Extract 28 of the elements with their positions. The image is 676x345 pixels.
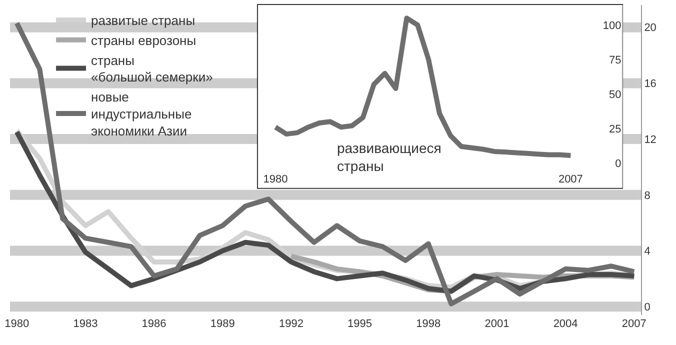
y-tick-label: 50 bbox=[609, 88, 622, 101]
y-tick-label: 4 bbox=[644, 246, 650, 258]
x-tick-label: 1989 bbox=[210, 318, 235, 330]
y-tick-label: 8 bbox=[644, 190, 650, 202]
y-tick-label: 75 bbox=[609, 54, 622, 66]
y-tick-label: 12 bbox=[644, 134, 656, 146]
y-tick-label: 0 bbox=[615, 158, 622, 170]
x-tick-label: 1995 bbox=[348, 318, 372, 330]
x-tick-label: 1980 bbox=[4, 318, 30, 330]
legend-label: страны еврозоны bbox=[91, 32, 196, 48]
legend-label: развитые страны bbox=[91, 13, 196, 28]
y-tick-label: 16 bbox=[644, 78, 656, 90]
y-tick-label: 100 bbox=[602, 20, 622, 32]
legend-label: новые индустриальные экономики Азии bbox=[91, 90, 192, 138]
series-label: развивающиеся страны bbox=[337, 140, 442, 174]
x-tick-label: 2007 bbox=[558, 174, 583, 186]
y-tick-label: 0 bbox=[644, 301, 650, 314]
x-tick-label: 1992 bbox=[278, 318, 304, 330]
x-tick-label: 1980 bbox=[263, 174, 288, 186]
y-tick-label: 25 bbox=[609, 123, 622, 136]
x-tick-label: 2001 bbox=[484, 318, 510, 330]
x-tick-label: 1998 bbox=[416, 318, 441, 330]
x-tick-label: 2004 bbox=[553, 318, 578, 330]
y-tick-label: 20 bbox=[644, 22, 656, 34]
x-tick-label: 2007 bbox=[622, 318, 646, 330]
x-tick-label: 1986 bbox=[142, 318, 166, 330]
legend-label: страны «большой семерки» bbox=[91, 52, 213, 85]
x-tick-label: 1983 bbox=[73, 318, 98, 330]
